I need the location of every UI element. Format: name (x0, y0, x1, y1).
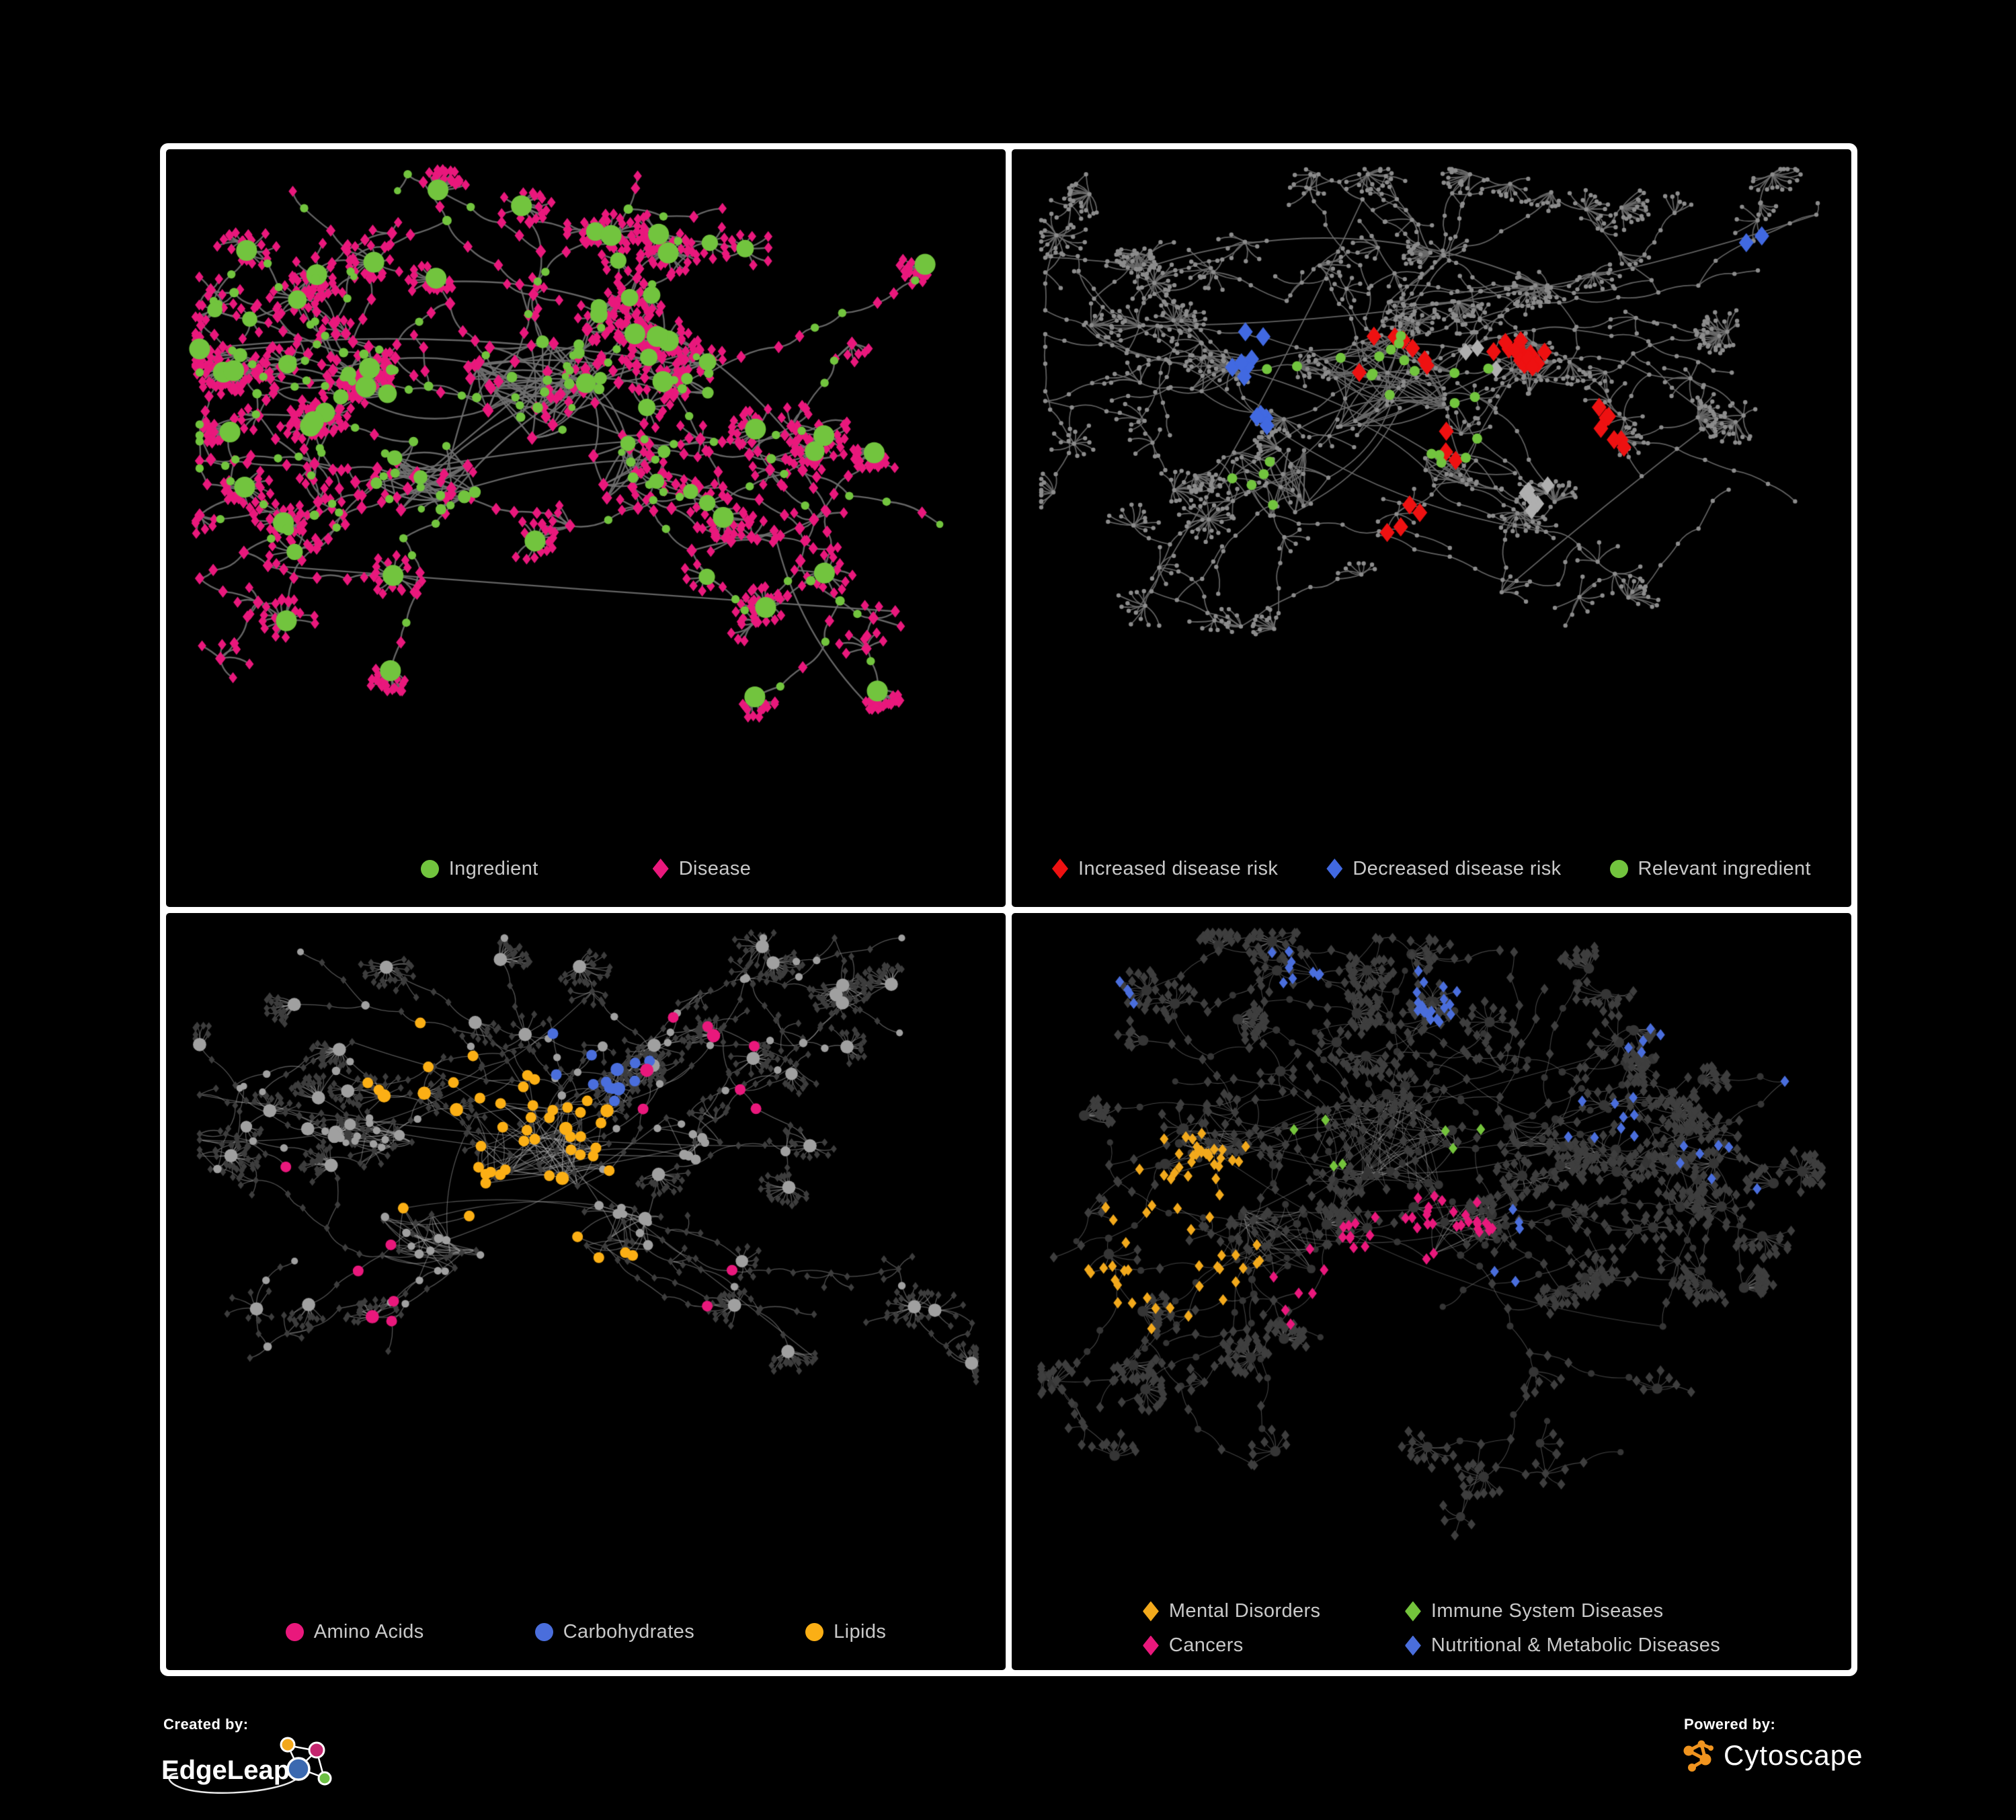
edgeleap-node-orange (280, 1737, 296, 1753)
legend-item: Disease (652, 857, 752, 880)
nutrient-class-network-canvas (166, 912, 1006, 1670)
edgeleap-node-green (317, 1771, 332, 1786)
legend-item: Decreased disease risk (1326, 858, 1561, 880)
circle-marker (285, 1623, 304, 1641)
panel-grid: Ingredient Disease Increased disease risk… (160, 143, 1857, 1676)
diamond-marker (652, 859, 669, 879)
legend-label: Mental Disorders (1168, 1600, 1321, 1622)
panel-disease-classes: Mental Disorders Immune System Diseases Ca… (1012, 912, 1851, 1670)
legend-label: Nutritional & Metabolic Diseases (1430, 1634, 1721, 1656)
legend-item: Mental Disorders (1142, 1600, 1405, 1622)
panel-nutrient-classes: Amino Acids Carbohydrates Lipids (166, 912, 1006, 1670)
legend-item: Ingredient (420, 857, 538, 880)
legend-label: Disease (678, 857, 752, 879)
circle-marker (805, 1623, 824, 1641)
powered-by-label: Powered by: (1684, 1716, 1776, 1733)
legend-item: Carbohydrates (534, 1621, 695, 1643)
edgeleap-node-blue (286, 1757, 311, 1781)
diamond-marker (1142, 1635, 1159, 1656)
circle-marker (534, 1623, 553, 1641)
legend-label: Carbohydrates (563, 1621, 695, 1643)
legend-label: Immune System Diseases (1430, 1600, 1664, 1622)
circle-marker (420, 859, 439, 878)
cytoscape-wordmark: Cytoscape (1724, 1739, 1863, 1771)
legend-label: Ingredient (448, 857, 538, 879)
circle-marker (1609, 859, 1628, 878)
edgeleap-node-magenta (308, 1741, 325, 1759)
legend-item: Nutritional & Metabolic Diseases (1404, 1634, 1721, 1657)
legend-ingredient-disease: Ingredient Disease (166, 858, 1006, 880)
legend-item: Increased disease risk (1051, 857, 1279, 880)
cytoscape-row: Cytoscape (1681, 1736, 1863, 1775)
diamond-marker (1404, 1635, 1421, 1656)
disease-class-network-canvas (1012, 912, 1851, 1670)
legend-disease-risk: Increased disease risk Decreased disease … (1012, 858, 1851, 880)
legend-label: Cancers (1168, 1634, 1244, 1656)
legend-disease-classes: Mental Disorders Immune System Diseases Ca… (1142, 1600, 1721, 1657)
diamond-marker (1051, 859, 1068, 879)
legend-label: Relevant ingredient (1638, 857, 1812, 879)
legend-nutrient-classes: Amino Acids Carbohydrates Lipids (166, 1621, 1006, 1643)
created-by-label: Created by: (163, 1716, 249, 1733)
legend-item: Cancers (1142, 1634, 1405, 1657)
diamond-marker (1326, 859, 1343, 879)
panel-ingredient-disease: Ingredient Disease (166, 149, 1006, 907)
powered-by-logo: Powered by: Cytoscape (1681, 1716, 1863, 1775)
legend-item: Amino Acids (285, 1621, 424, 1643)
legend-label: Lipids (834, 1621, 887, 1643)
created-by-logo: Created by: EdgeLeap (160, 1716, 341, 1800)
legend-label: Amino Acids (313, 1621, 424, 1643)
panel-disease-risk: Increased disease risk Decreased disease … (1012, 149, 1851, 907)
legend-item: Lipids (805, 1621, 886, 1643)
cytoscape-icon (1683, 1740, 1713, 1772)
legend-label: Decreased disease risk (1353, 857, 1562, 879)
legend-item: Immune System Diseases (1404, 1600, 1720, 1622)
edgeleap-logo: EdgeLeap (161, 1737, 332, 1794)
edgeleap-wordmark: EdgeLeap (161, 1755, 290, 1785)
ingredient-disease-network-canvas (166, 149, 1006, 907)
disease-risk-network-canvas (1012, 149, 1851, 907)
legend-item: Relevant ingredient (1609, 857, 1812, 880)
legend-label: Increased disease risk (1078, 857, 1279, 879)
diamond-marker (1142, 1601, 1159, 1622)
diamond-marker (1404, 1601, 1421, 1622)
